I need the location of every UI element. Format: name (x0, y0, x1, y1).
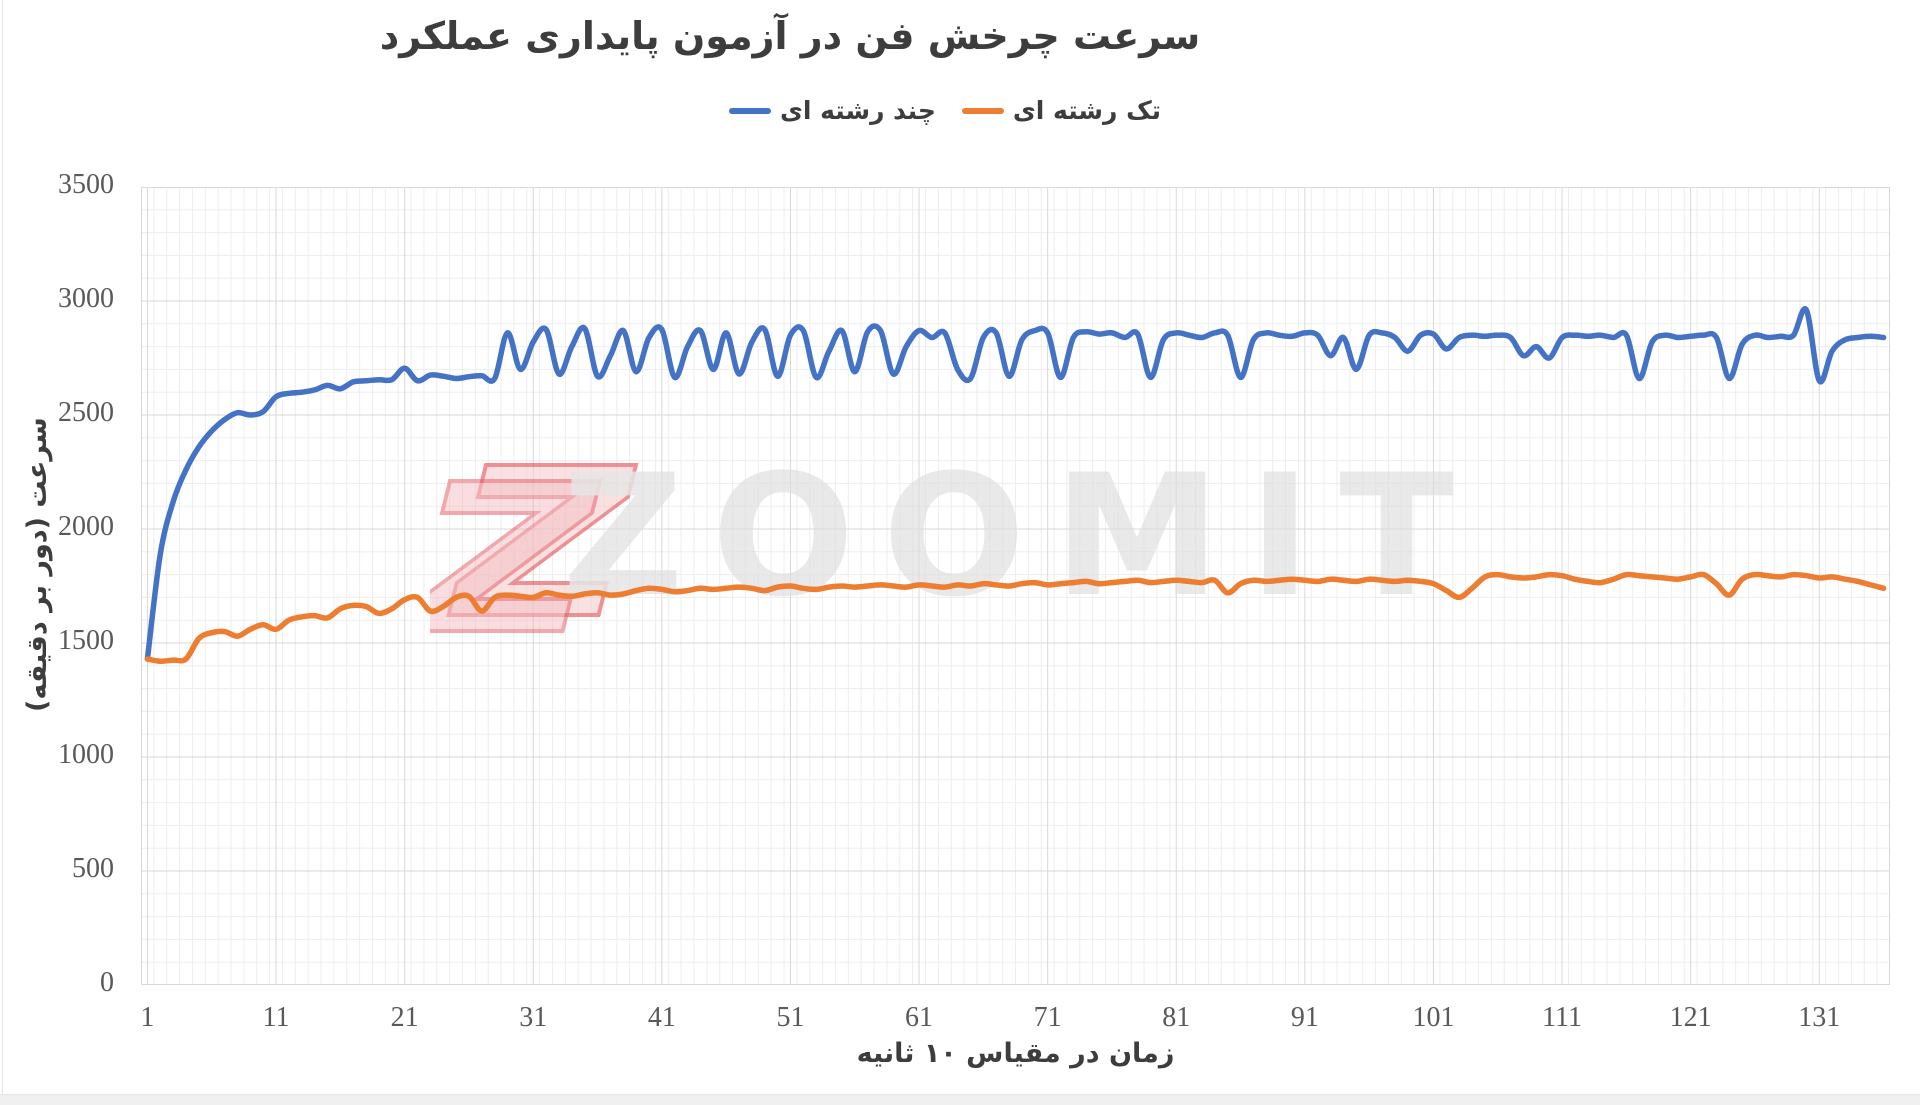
legend-item-single-thread: تک رشته ای (961, 96, 1162, 125)
x-tick-label: 1 (140, 1002, 155, 1033)
x-tick-label: 101 (1412, 1002, 1455, 1033)
plot-series (144, 306, 1887, 664)
legend-label-multi-thread: چند رشته ای (779, 96, 936, 125)
x-tick-label: 111 (1542, 1002, 1583, 1033)
y-tick-label: 1000 (58, 739, 114, 770)
x-tick-label: 51 (776, 1002, 805, 1033)
legend-swatch-multi-thread-icon (728, 107, 771, 114)
footer-strip (0, 1094, 1920, 1105)
x-tick-label: 11 (262, 1002, 290, 1033)
y-tick-label: 0 (100, 967, 114, 998)
y-tick-label: 3000 (58, 283, 114, 314)
x-tick-label: 81 (1162, 1002, 1191, 1033)
x-tick-label: 31 (519, 1002, 548, 1033)
legend-item-multi-thread: چند رشته ای (728, 96, 936, 125)
x-tick-label: 121 (1669, 1002, 1712, 1033)
y-tick-label: 1500 (58, 625, 114, 656)
chart-title: سرعت چرخش فن در آزمون پایداری عملکرد (379, 14, 1201, 58)
y-tick-label: 500 (72, 853, 114, 884)
x-tick-label: 131 (1798, 1002, 1841, 1033)
x-tick-label: 61 (905, 1002, 934, 1033)
x-axis-title: زمان در مقیاس ۱۰ ثانیه (856, 1038, 1175, 1069)
x-tick-label: 91 (1290, 1002, 1319, 1033)
y-tick-label: 2000 (58, 511, 114, 542)
x-tick-label: 21 (390, 1002, 419, 1033)
plot-gridlines (141, 187, 1890, 985)
legend-label-single-thread: تک رشته ای (1012, 96, 1162, 125)
x-tick-label: 71 (1033, 1002, 1062, 1033)
x-tick-label: 41 (647, 1002, 676, 1033)
y-tick-label: 2500 (58, 397, 114, 428)
window-left-border (2, 0, 3, 1104)
y-axis-title: سرعت (دور بر دقیقه) (22, 417, 53, 712)
y-tick-label: 3500 (58, 169, 114, 200)
legend: چند رشته ای تک رشته ای (0, 96, 1890, 125)
legend-swatch-single-thread-icon (961, 107, 1004, 114)
